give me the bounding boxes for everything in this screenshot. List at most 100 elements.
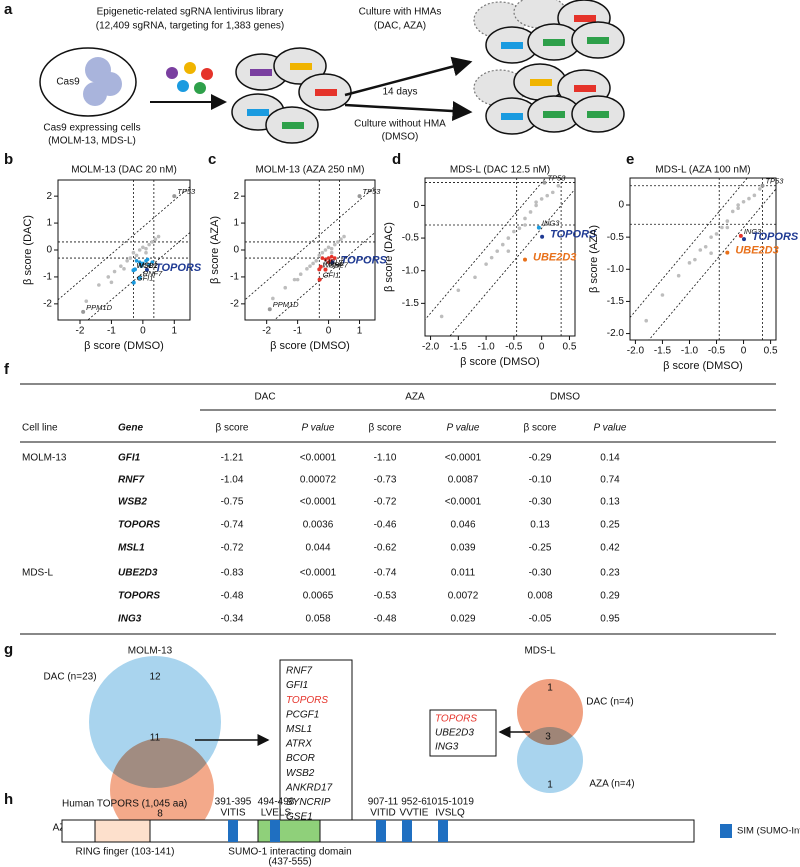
labeled-point	[317, 277, 322, 282]
table: DAC AZA DMSO Cell line Gene β score P value β s…	[20, 383, 776, 635]
point	[698, 248, 703, 252]
virus	[166, 62, 213, 94]
y-tick-label: -1.5	[402, 298, 420, 309]
table-cell: <0.0001	[300, 497, 337, 508]
table-header: Gene	[118, 423, 143, 434]
legend-label: SIM (SUMO-Interacting Motifs)	[737, 826, 800, 837]
y-tick-label: -0.5	[402, 233, 420, 244]
table-cell: -1.21	[221, 453, 244, 464]
x-tick-label: -0.5	[708, 346, 726, 357]
table-cell: -0.62	[374, 543, 397, 554]
table-cell: -0.75	[221, 497, 244, 508]
venn-count: 8	[157, 809, 163, 820]
point	[97, 283, 101, 287]
text: (DMSO)	[382, 132, 419, 143]
x-tick-label: 0.5	[562, 342, 576, 353]
labeled-point	[323, 267, 328, 272]
point	[757, 187, 762, 191]
point	[308, 264, 312, 268]
panel-letter: f	[4, 361, 10, 378]
cell-pool	[231, 47, 352, 144]
motif-seq: LVELS	[261, 808, 292, 819]
point	[134, 253, 139, 258]
gene-name: GFI1	[286, 680, 308, 691]
gene-name: RNF7	[286, 666, 313, 677]
y-tick-label: -1	[230, 272, 239, 283]
labeled-point	[144, 267, 149, 272]
x-tick-label: -1.0	[477, 342, 495, 353]
point	[298, 272, 303, 277]
y-tick-label: -1.0	[402, 265, 420, 276]
plot-area	[245, 180, 375, 320]
table-group: AZA	[405, 392, 425, 403]
table-cell: -0.30	[529, 568, 552, 579]
domain-label: SUMO-1 interacting domain	[228, 847, 351, 858]
table-cell: -0.83	[221, 568, 244, 579]
diagonal-line	[425, 178, 547, 321]
motif-seq: VITID	[370, 808, 396, 819]
gene-label: UBE2D3	[735, 244, 778, 256]
highlight-point	[326, 256, 331, 260]
point	[687, 261, 692, 265]
point	[550, 190, 555, 195]
table-cell: 0.046	[450, 520, 475, 531]
table-cell: RNF7	[118, 475, 145, 486]
table-cell: -0.10	[529, 475, 552, 486]
point	[156, 234, 161, 239]
scatter-panels: MOLM-13 (DAC 20 nM)TP53TOPORSMSL1RNF7WSB…	[22, 165, 799, 372]
cas9	[83, 82, 107, 106]
point	[709, 235, 713, 239]
point	[660, 293, 665, 297]
point	[539, 197, 544, 201]
labeled-point	[540, 234, 545, 239]
table-cell: -0.74	[374, 568, 397, 579]
point	[693, 257, 697, 262]
x-tick-label: -2	[262, 326, 271, 337]
gene-name: BCOR	[286, 753, 315, 764]
gene-label: TOPORS	[752, 231, 799, 243]
motif-range: 952-6	[401, 797, 427, 808]
gene-label: ING3	[744, 227, 762, 236]
gene-label: TP53	[765, 177, 784, 186]
point	[137, 248, 142, 252]
point	[736, 203, 740, 207]
point	[676, 273, 681, 278]
labeled-point	[131, 280, 136, 285]
x-tick-label: -2.0	[422, 342, 440, 353]
point	[311, 261, 315, 266]
table-cell: 0.008	[527, 591, 552, 602]
table-cell: -0.25	[529, 543, 552, 554]
point	[317, 253, 322, 258]
table-cell: MSL1	[118, 543, 145, 554]
panel-letter: g	[4, 641, 13, 658]
sim	[228, 820, 238, 842]
venn-set	[517, 727, 583, 793]
point	[106, 275, 111, 279]
point	[292, 277, 297, 282]
point	[484, 262, 488, 266]
point	[506, 236, 511, 240]
point	[500, 242, 505, 247]
scatter-plot: MOLM-13 (AZA 250 nM) TP53 TOPORSMSL1RNF7WS…	[209, 165, 388, 352]
point	[112, 269, 117, 274]
table-cell: TOPORS	[118, 520, 160, 531]
point	[320, 250, 325, 255]
table-cell: 0.29	[600, 591, 620, 602]
x-tick-label: 0.5	[764, 346, 778, 357]
table-cell: <0.0001	[445, 497, 482, 508]
x-tick-label: 0	[741, 346, 747, 357]
labeled-point	[738, 233, 743, 238]
x-tick-label: -2	[76, 326, 85, 337]
plot-frame	[244, 179, 376, 321]
text: (MOLM-13, MDS-L)	[48, 136, 136, 147]
point	[747, 196, 751, 201]
gene-label: TOPORS	[341, 254, 388, 266]
gene-label: TOPORS	[155, 262, 202, 274]
plot-area	[58, 180, 190, 320]
plot-frame	[629, 177, 777, 341]
panel-letter: c	[208, 151, 216, 168]
table-cell: 0.74	[600, 475, 620, 486]
diagonal-line	[273, 231, 375, 320]
diagonal-line	[87, 231, 190, 320]
